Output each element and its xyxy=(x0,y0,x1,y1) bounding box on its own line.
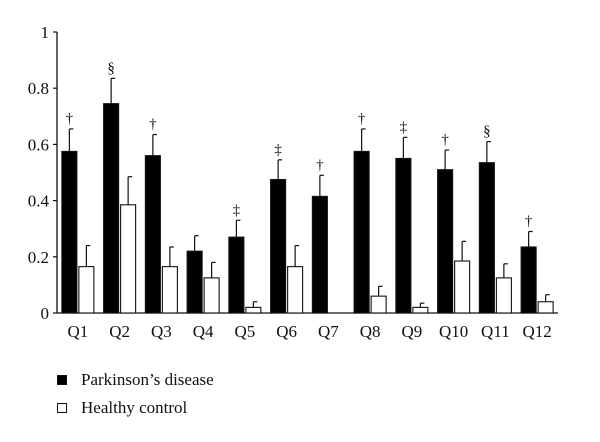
bar-chart: 00.20.40.60.81 Q1 Q2 Q3 Q4 Q5 Q6 Q7 Q8 Q9 Q10 Q11 Q… xyxy=(28,23,558,341)
y-tick-label: 0.6 xyxy=(28,135,49,154)
x-tick-label: Q6 xyxy=(276,322,297,341)
x-axis: Q1 Q2 Q3 Q4 Q5 Q6 Q7 Q8 Q9 Q10 Q11 Q12 xyxy=(57,312,558,341)
x-tick-label: Q3 xyxy=(151,322,172,341)
legend-item-parkinsons: Parkinson’s disease xyxy=(57,369,214,391)
significance-mark: ‡ xyxy=(400,119,408,135)
significance-mark: § xyxy=(483,124,491,140)
bar-parkinsons xyxy=(61,150,78,314)
x-tick-label: Q7 xyxy=(318,322,339,341)
x-tick-label: Q8 xyxy=(360,322,381,341)
bar-parkinsons xyxy=(270,178,287,314)
x-tick-label: Q2 xyxy=(109,322,130,341)
significance-mark: † xyxy=(149,117,157,133)
significance-mark: § xyxy=(107,60,115,76)
legend-label-healthy-control: Healthy control xyxy=(81,398,188,417)
y-tick-label: 1 xyxy=(41,23,50,42)
bar-parkinsons xyxy=(437,169,454,314)
significance-mark: † xyxy=(441,132,449,148)
bar-parkinsons xyxy=(395,157,412,314)
x-tick-label: Q1 xyxy=(67,322,88,341)
legend-swatch-parkinsons xyxy=(57,375,67,385)
y-tick-label: 0.8 xyxy=(28,79,49,98)
bar-healthy-control xyxy=(161,266,178,314)
y-axis: 0 0.2 0.4 0.6 0.8 1 xyxy=(28,23,58,323)
y-tick-label: 0.4 xyxy=(28,192,50,211)
legend-item-healthy-control: Healthy control xyxy=(57,397,187,419)
bar-healthy-control xyxy=(78,266,95,314)
significance-mark: † xyxy=(66,111,74,127)
significance-mark: ‡ xyxy=(233,202,241,218)
significance-mark: † xyxy=(525,214,533,230)
bar-parkinsons xyxy=(520,246,537,314)
x-tick-label: Q5 xyxy=(234,322,255,341)
bar-healthy-control xyxy=(537,301,554,314)
x-tick-label: Q4 xyxy=(193,322,214,341)
bar-parkinsons xyxy=(103,103,120,314)
bar-healthy-control xyxy=(412,306,429,314)
bar-healthy-control xyxy=(203,277,220,314)
bar-healthy-control xyxy=(287,266,304,314)
bar-healthy-control xyxy=(245,306,262,314)
y-tick-label: 0 xyxy=(41,304,50,323)
bar-parkinsons xyxy=(228,236,245,314)
bar-parkinsons xyxy=(478,162,495,314)
significance-marks: † § † ‡ ‡ † † ‡ † § † xyxy=(66,60,533,229)
x-tick-label: Q11 xyxy=(481,322,510,341)
significance-mark: † xyxy=(358,111,366,127)
significance-mark: † xyxy=(316,157,324,173)
legend-label-parkinsons: Parkinson’s disease xyxy=(81,370,214,389)
bar-parkinsons xyxy=(311,195,328,314)
x-tick-label: Q12 xyxy=(522,322,551,341)
bar-parkinsons xyxy=(353,150,370,314)
bar-parkinsons xyxy=(186,250,203,314)
bar-healthy-control xyxy=(495,277,512,314)
x-tick-label: Q10 xyxy=(439,322,468,341)
x-tick-label: Q9 xyxy=(401,322,422,341)
bar-parkinsons xyxy=(144,155,161,314)
legend-swatch-healthy-control xyxy=(57,403,67,413)
bars xyxy=(61,77,554,314)
y-tick-label: 0.2 xyxy=(28,248,49,267)
bar-healthy-control xyxy=(120,204,137,314)
bar-healthy-control xyxy=(454,260,471,314)
bar-healthy-control xyxy=(370,295,387,314)
significance-mark: ‡ xyxy=(274,142,282,158)
